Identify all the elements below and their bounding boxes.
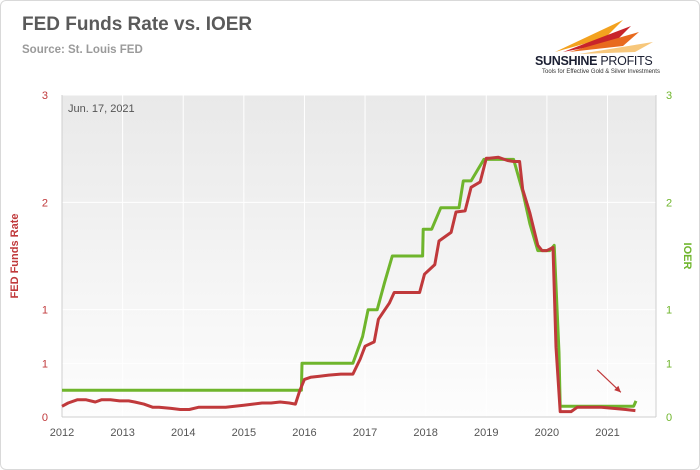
left-tick-label: 2 xyxy=(42,197,48,209)
x-axis-ticks: 2012 2013 2014 2015 2016 2017 2018 2019 2020 2021 xyxy=(50,427,620,439)
right-axis-ticks: 0 1 1 2 3 xyxy=(666,90,672,424)
right-tick-label: 0 xyxy=(666,412,672,424)
right-tick-label: 2 xyxy=(666,197,672,209)
x-tick-label: 2019 xyxy=(474,427,498,439)
chart-title: FED Funds Rate vs. IOER xyxy=(22,14,253,35)
sunshine-profits-logo: SUNSHINE PROFITS Tools for Effective Gol… xyxy=(535,12,685,80)
logo-name-thin: PROFITS xyxy=(600,54,653,68)
fed-funds-series-line xyxy=(61,155,636,414)
sunburst-logo-icon xyxy=(555,20,653,54)
left-tick-label: 1 xyxy=(42,305,48,317)
right-tick-label: 3 xyxy=(666,90,672,102)
right-axis-label: IOER xyxy=(681,243,693,270)
left-tick-label: 0 xyxy=(42,412,48,424)
x-tick-label: 2014 xyxy=(171,427,195,439)
logo-tagline: Tools for Effective Gold & Silver Invest… xyxy=(542,69,660,75)
logo-name-bold: SUNSHINE xyxy=(535,54,598,68)
x-tick-label: 2021 xyxy=(595,427,619,439)
x-tick-label: 2012 xyxy=(50,427,74,439)
arrow-head xyxy=(614,385,621,393)
logo-wordmark: SUNSHINE PROFITS xyxy=(535,54,685,68)
trend-arrow-icon xyxy=(596,369,622,393)
x-tick-label: 2013 xyxy=(110,427,134,439)
date-annotation: Jun. 17, 2021 xyxy=(68,103,135,115)
left-tick-label: 3 xyxy=(42,90,48,102)
x-tick-label: 2016 xyxy=(292,427,316,439)
x-tick-label: 2015 xyxy=(232,427,256,439)
chart-source: Source: St. Louis FED xyxy=(22,44,143,56)
right-tick-label: 1 xyxy=(666,358,672,370)
left-axis-label: FED Funds Rate xyxy=(9,214,21,299)
plot-area xyxy=(62,95,656,417)
right-tick-label: 1 xyxy=(666,305,672,317)
grid-lines xyxy=(61,94,657,418)
left-axis-ticks: 0 1 1 2 3 xyxy=(42,90,48,424)
x-tick-label: 2018 xyxy=(413,427,437,439)
x-tick-label: 2020 xyxy=(535,427,559,439)
left-tick-label: 1 xyxy=(42,358,48,370)
x-tick-label: 2017 xyxy=(353,427,377,439)
